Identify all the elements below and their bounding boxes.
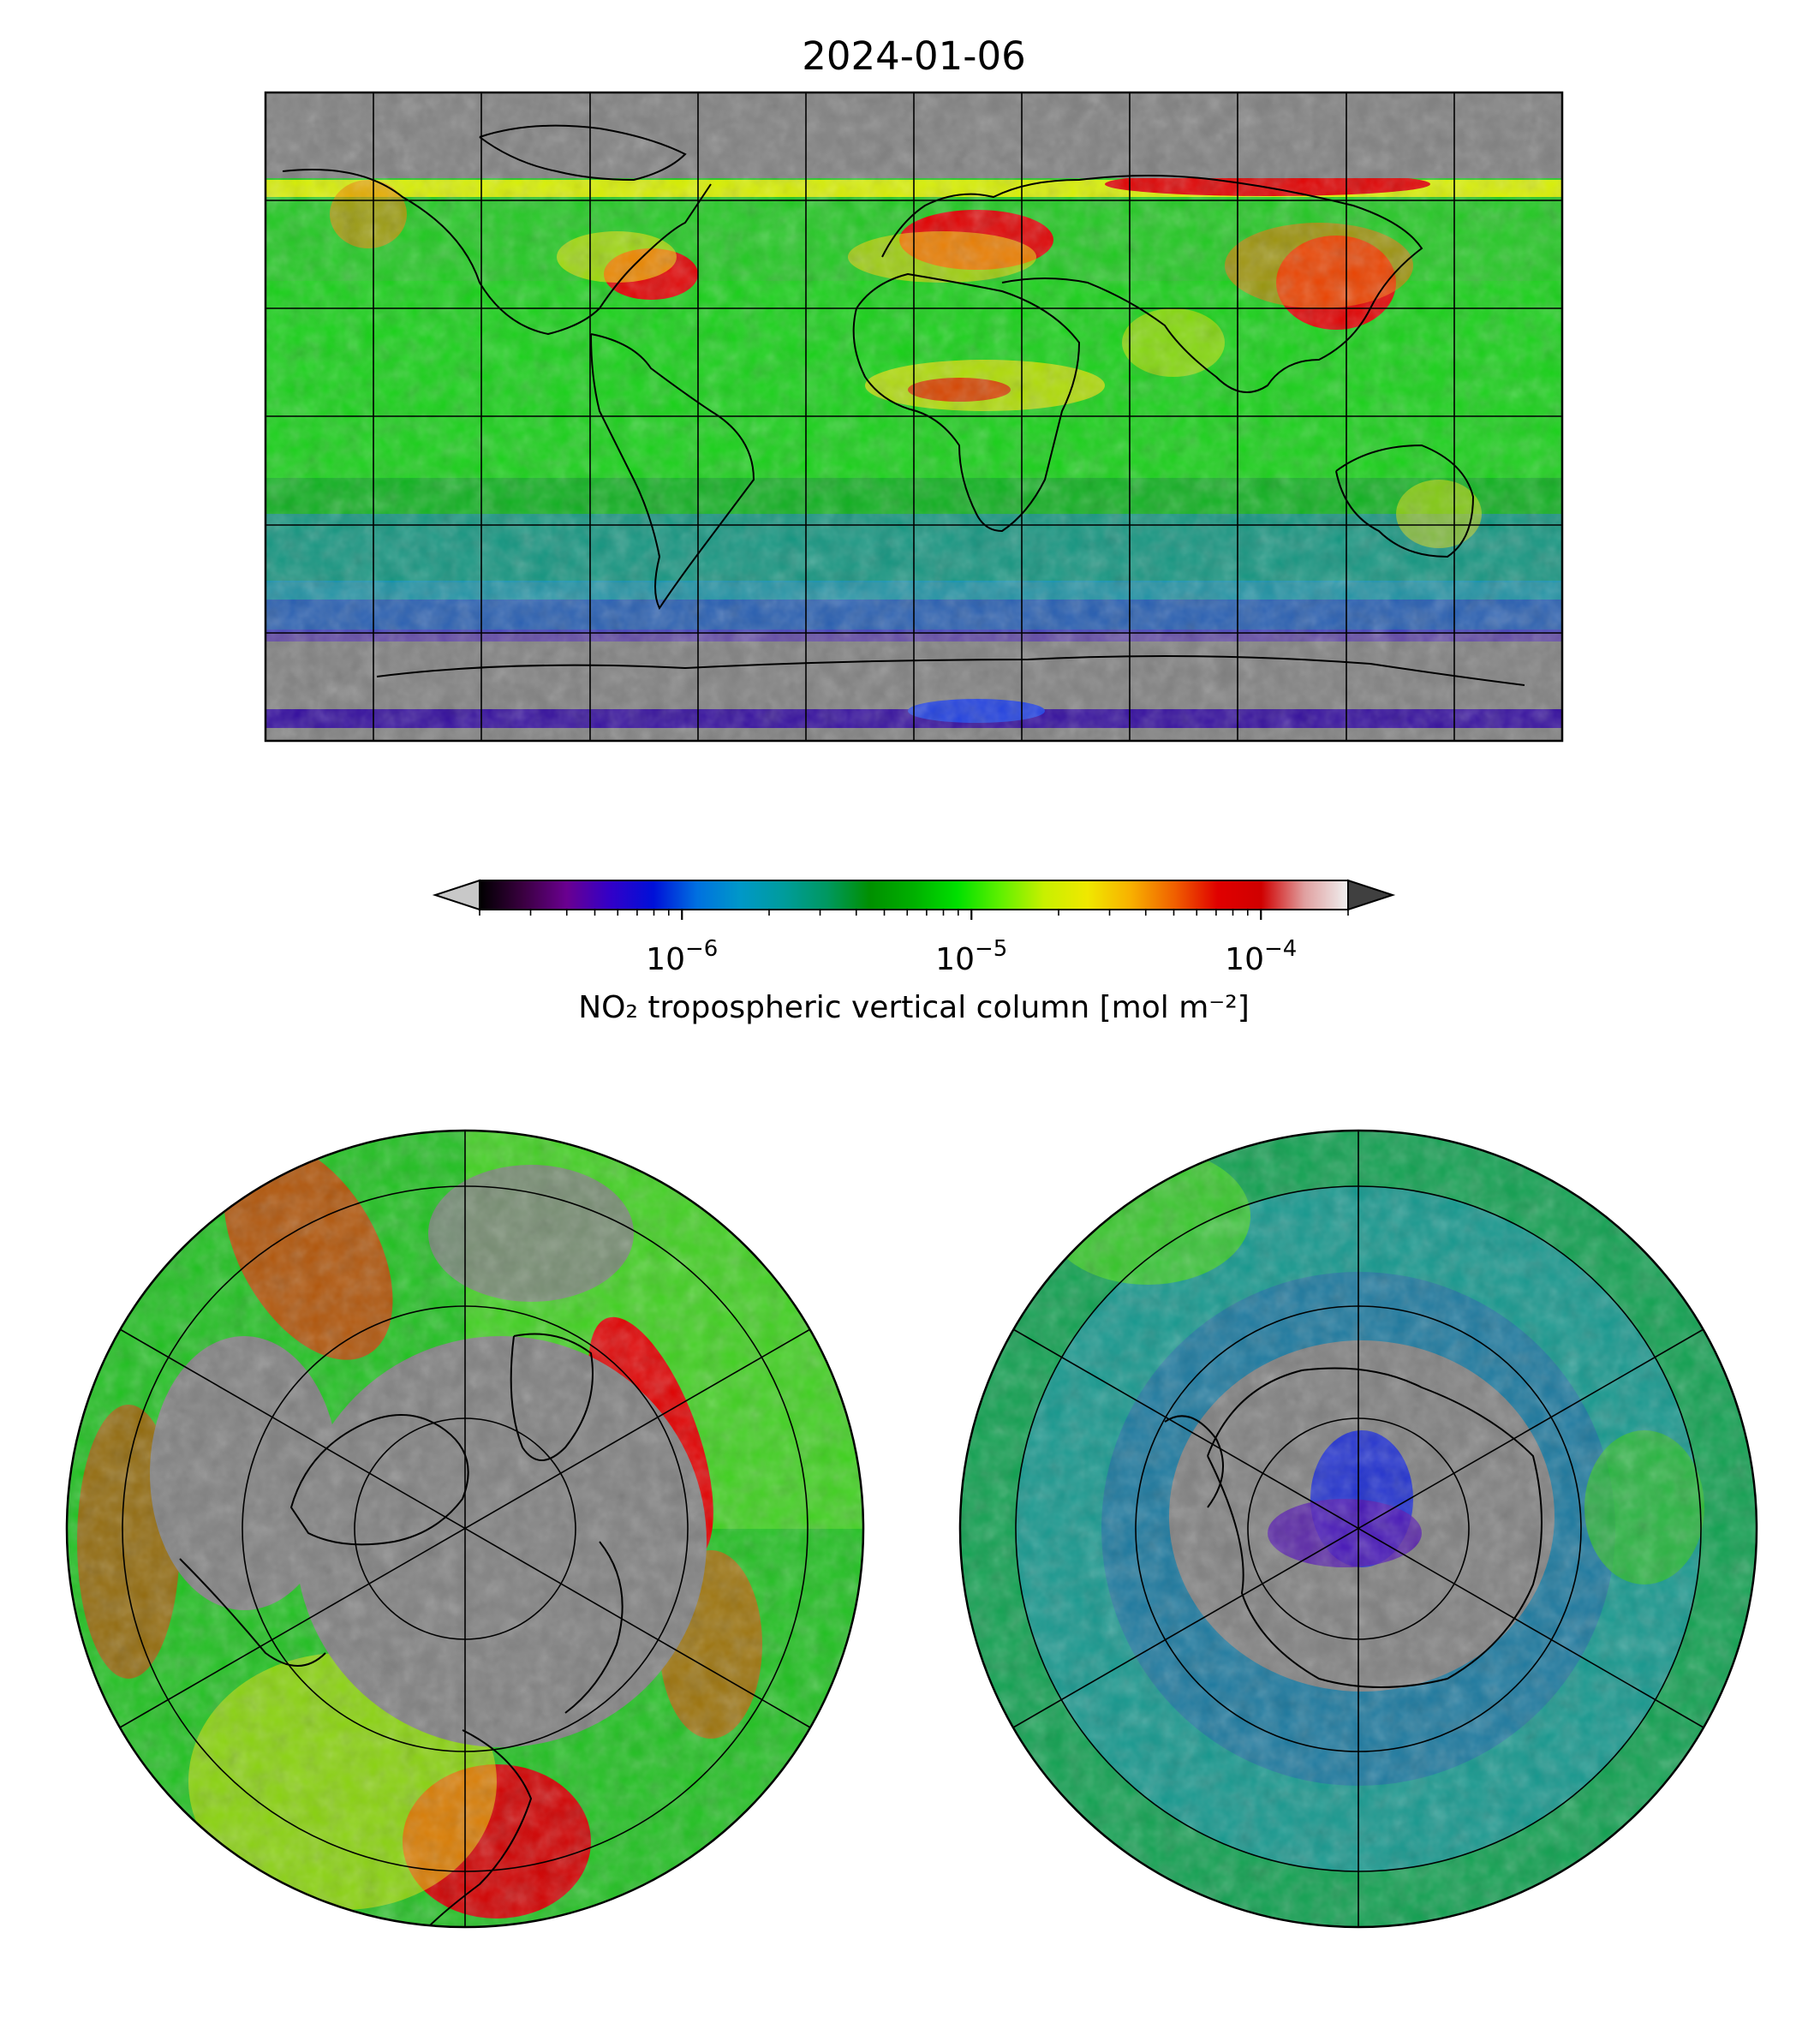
colorbar-under-extension: [432, 879, 480, 911]
global-map-frame: [264, 91, 1564, 743]
north-polar-map: [65, 1129, 865, 1929]
figure-title: 2024-01-06: [802, 33, 1026, 79]
colorbar-gradient: [480, 880, 1348, 910]
south-polar-gridlines: [1012, 1131, 1704, 1927]
north-polar-gridlines: [119, 1131, 811, 1927]
colorbar: 10−6 10−5 10−4 NO₂ tropospheric vertical c…: [432, 879, 1396, 1025]
colorbar-tick-label: 10−5: [935, 936, 1007, 977]
colorbar-tick-label: 10−4: [1225, 936, 1297, 977]
colorbar-ticks: 10−6 10−5 10−4: [479, 910, 1349, 977]
colorbar-label: NO₂ tropospheric vertical column [mol m⁻…: [578, 990, 1250, 1025]
south-polar-map: [958, 1129, 1758, 1929]
south-polar-frame: [958, 1129, 1758, 1929]
global-gridlines: [266, 92, 1562, 741]
global-coastlines: [282, 124, 1525, 686]
colorbar-over-extension: [1347, 879, 1396, 911]
global-map: [264, 91, 1564, 743]
colorbar-tick-label: 10−6: [646, 936, 718, 977]
south-polar-coastlines: [1164, 1367, 1543, 1688]
north-polar-frame: [65, 1129, 865, 1929]
